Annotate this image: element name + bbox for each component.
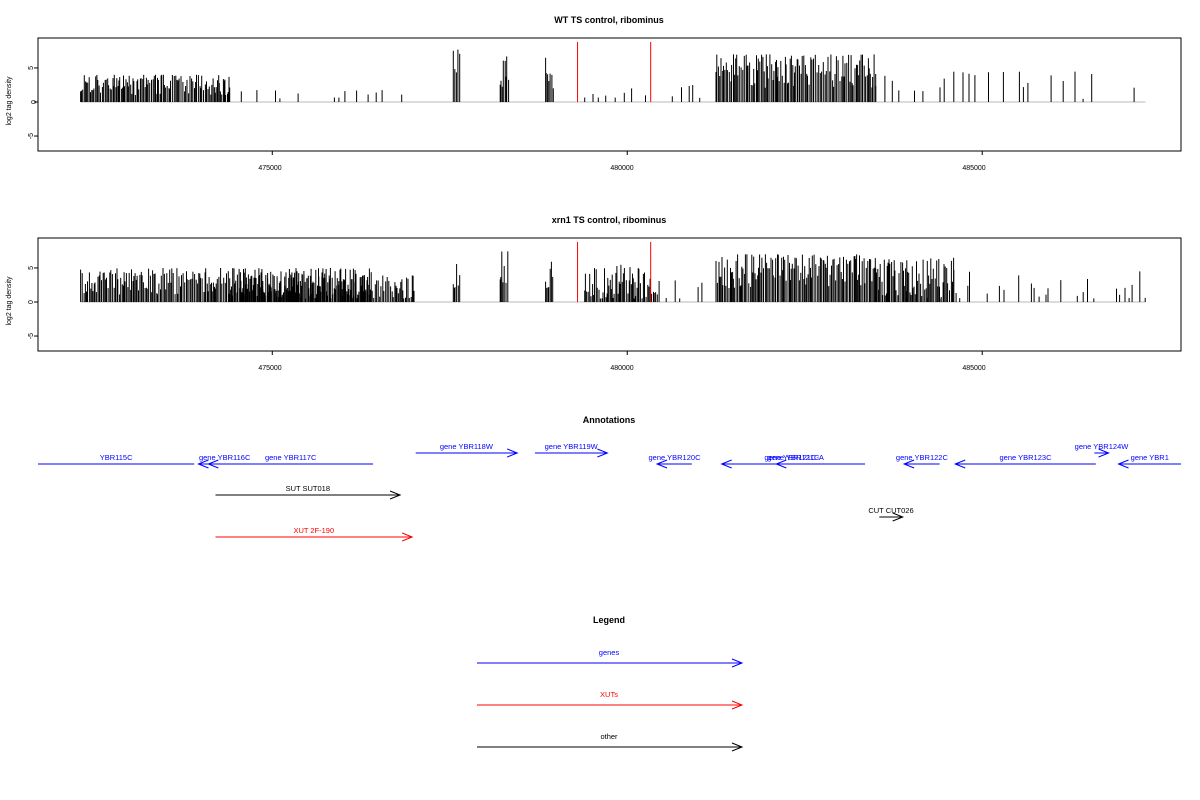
annotations-track: Annotations YBR115C gene YBR116C gene YBR1…: [38, 415, 1181, 542]
feature-arrowhead: [1098, 448, 1110, 458]
legend-label: XUTs: [600, 690, 618, 699]
xrn1-bars: [80, 251, 1146, 303]
wt-panel-title: WT TS control, ribominus: [554, 15, 664, 25]
feature-label: gene YBR121C-A: [764, 453, 823, 462]
feature-arrowhead: [207, 459, 219, 469]
feature-arrowhead: [953, 459, 966, 469]
wt-y-axis-label: log2 tag density: [6, 76, 13, 126]
annotation-feature: XUT 2F-190: [215, 526, 414, 542]
xrn1-x-axis: 475000 480000 485000: [258, 351, 986, 372]
feature-arrowhead: [731, 742, 744, 752]
legend-label: genes: [599, 648, 620, 657]
feature-label: gene YBR124W: [1075, 442, 1130, 451]
xrn1-x-tick-label: 480000: [610, 365, 633, 372]
xrn1-marker-lines: [577, 242, 652, 302]
annotation-feature: gene YBR120C: [649, 453, 702, 469]
feature-arrowhead: [902, 459, 915, 469]
xrn1-x-tick-label: 485000: [962, 365, 985, 372]
feature-label: gene YBR116C: [199, 453, 251, 462]
annotation-feature: gene YBR121C-A: [764, 453, 824, 469]
feature-arrowhead: [389, 490, 402, 500]
feature-arrowhead: [731, 700, 744, 710]
annotation-feature: CUT CUT026: [868, 506, 914, 522]
xrn1-y-axis-label: log2 tag density: [6, 276, 13, 326]
y-tick-label: 5: [28, 66, 35, 70]
annotations-title: Annotations: [583, 415, 636, 425]
annotation-feature: gene YBR118W: [415, 442, 519, 458]
feature-arrowhead: [197, 459, 209, 469]
feature-label: gene YBR123C: [1000, 453, 1053, 462]
feature-label: gene YBR120C: [649, 453, 702, 462]
legend-items: genes XUTs other: [477, 648, 744, 752]
feature-arrowhead: [774, 459, 787, 469]
xrn1-coverage-panel: xrn1 TS control, ribominus log2 tag dens…: [6, 215, 1182, 372]
annotation-feature: gene YBR122C: [896, 453, 949, 469]
feature-label: gene YBR117C: [265, 453, 317, 462]
legend-label: other: [600, 732, 618, 741]
y-tick-label: -5: [28, 333, 35, 339]
legend-item: other: [477, 732, 744, 752]
wt-x-tick-label: 485000: [962, 165, 985, 172]
xrn1-panel-title: xrn1 TS control, ribominus: [552, 215, 667, 225]
annotation-feature: gene YBR116C: [197, 453, 251, 469]
annotation-feature: gene YBR1: [1117, 453, 1181, 469]
wt-marker-lines: [577, 42, 652, 102]
feature-arrowhead: [655, 459, 668, 469]
xrn1-x-tick-label: 475000: [258, 365, 281, 372]
feature-arrowhead: [731, 658, 744, 668]
annotation-feature: gene YBR117C: [207, 453, 374, 469]
feature-arrowhead: [1117, 459, 1129, 469]
legend-item: XUTs: [477, 690, 744, 710]
feature-label: XUT 2F-190: [293, 526, 334, 535]
annotation-feature: SUT SUT018: [215, 484, 402, 500]
y-tick-label: 0: [28, 300, 35, 304]
feature-label: gene YBR119W: [545, 442, 599, 451]
feature-arrowhead: [401, 532, 414, 542]
xrn1-plot-frame: [37, 237, 1182, 352]
feature-arrowhead: [720, 459, 732, 469]
feature-arrowhead: [507, 448, 519, 458]
feature-arrowhead: [597, 448, 609, 458]
feature-label: YBR115C: [100, 453, 133, 462]
annotation-feature: YBR115C: [38, 453, 195, 465]
feature-label: gene YBR118W: [440, 442, 494, 451]
wt-x-axis: 475000 480000 485000: [258, 151, 986, 172]
wt-bars: [80, 49, 1146, 103]
wt-plot-frame: [37, 37, 1182, 152]
feature-label: CUT CUT026: [868, 506, 913, 515]
wt-y-axis: 0 -55: [28, 66, 38, 139]
legend: Legend genes XUTs other: [477, 615, 744, 752]
annotation-feature: gene YBR123C: [953, 453, 1096, 469]
wt-x-tick-label: 475000: [258, 165, 281, 172]
legend-title: Legend: [593, 615, 625, 625]
xrn1-y-axis: -5 0 5: [28, 266, 38, 339]
wt-x-tick-label: 480000: [610, 165, 633, 172]
y-tick-label: -5: [28, 133, 35, 139]
feature-label: gene YBR121C: [767, 453, 820, 462]
feature-label: gene YBR1: [1131, 453, 1169, 462]
wt-coverage-panel: WT TS control, ribominus log2 tag densit…: [6, 15, 1182, 172]
annotation-features: YBR115C gene YBR116C gene YBR117C gene YBR1…: [38, 442, 1181, 542]
feature-label: SUT SUT018: [286, 484, 330, 493]
annotation-feature: gene YBR124W: [1075, 442, 1130, 458]
annotation-feature: gene YBR119W: [534, 442, 609, 458]
feature-label: gene YBR122C: [896, 453, 949, 462]
y-tick-label: 5: [28, 266, 35, 270]
legend-item: genes: [477, 648, 744, 668]
feature-arrowhead: [892, 512, 905, 522]
